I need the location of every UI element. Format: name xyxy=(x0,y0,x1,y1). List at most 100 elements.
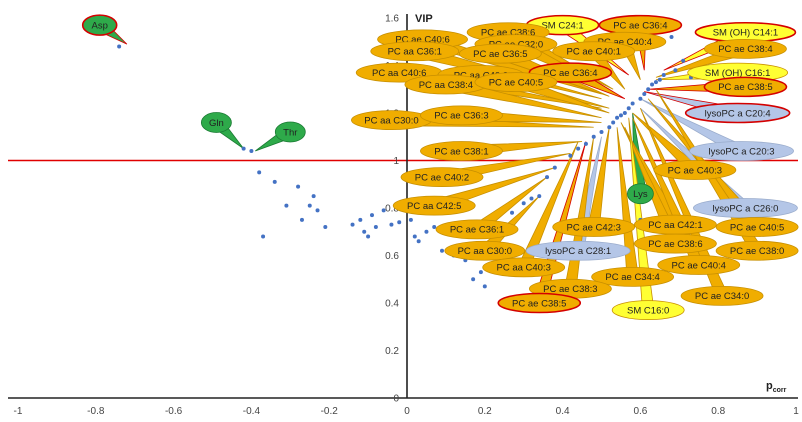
annotation-bubble-shape xyxy=(435,219,519,240)
annotation-label: Asp xyxy=(92,20,108,31)
annotation-label: PC ae C40:5 xyxy=(489,77,543,88)
data-point xyxy=(673,68,678,73)
x-tick-label: 0.4 xyxy=(556,406,570,417)
annotation-bubble: PC aa C36:1 xyxy=(370,41,460,62)
data-point xyxy=(568,153,573,158)
annotation-label: PC ae C38:6 xyxy=(648,239,702,250)
data-point xyxy=(315,208,320,213)
data-point xyxy=(369,213,374,218)
annotation-bubble: lysoPC a C28:1 xyxy=(525,240,631,261)
annotation-label: SM (OH) C16:1 xyxy=(705,68,770,79)
annotation-label: PC aa C40:3 xyxy=(496,263,550,274)
annotation-label: SM (OH) C14:1 xyxy=(713,28,778,39)
data-point xyxy=(482,284,487,289)
data-point xyxy=(521,201,526,206)
annotation-bubble-shape xyxy=(420,105,503,126)
data-point xyxy=(545,175,550,180)
annotation-label: PC ae C38:0 xyxy=(730,246,784,257)
annotation-label: PC ae C38:6 xyxy=(481,28,535,39)
annotation-bubble: PC ae C40:5 xyxy=(715,217,799,237)
data-point xyxy=(366,234,371,239)
data-point xyxy=(657,77,662,82)
annotation-bubble-shape xyxy=(715,217,799,237)
annotation-label: Thr xyxy=(283,127,297,138)
annotation-label: PC ae C40:6 xyxy=(395,35,449,46)
annotation-bubble: PC ae C40:4 xyxy=(657,255,741,275)
data-point xyxy=(432,225,437,229)
annotation-bubble-shape xyxy=(611,300,685,321)
annotation-bubble: PC ae C36:5 xyxy=(458,43,542,64)
annotation-label: PC ae C40:4 xyxy=(672,260,726,271)
y-tick-label: 0.8 xyxy=(385,204,399,215)
annotation-bubble: SM C16:0 xyxy=(611,300,685,321)
data-point xyxy=(611,120,616,125)
data-point xyxy=(358,217,363,222)
x-tick-label: 0.2 xyxy=(478,406,492,417)
y-tick-label: 1 xyxy=(393,156,399,167)
data-point xyxy=(299,217,304,222)
annotation-bubble: PC ae C38:0 xyxy=(715,240,799,261)
y-tick-label: 0.6 xyxy=(385,251,399,262)
data-point xyxy=(583,141,588,146)
annotation-label: PC aa C38:4 xyxy=(419,80,473,91)
annotation-label: SM C16:0 xyxy=(627,305,669,316)
annotation-label: PC ae C36:4 xyxy=(613,20,667,31)
annotation-bubble-shape xyxy=(274,121,306,143)
annotation-bubble: PC ae C34:4 xyxy=(591,266,675,287)
annotation-label: PC aa C40:6 xyxy=(372,68,426,79)
data-point xyxy=(261,234,266,239)
annotation-bubble: PC aa C42:5 xyxy=(392,195,476,216)
y-tick-label: 1.6 xyxy=(385,14,399,25)
annotation-label: PC ae C34:4 xyxy=(605,272,659,283)
annotation-label: lysoPC a C28:1 xyxy=(545,246,611,257)
x-tick-label: -1 xyxy=(14,406,23,417)
annotation-bubble: Lys xyxy=(627,183,654,205)
annotation-bubbles: Asp Gln Thr Lys SM C24:1 PC ae C36:4 SM (OH) C… xyxy=(81,14,799,321)
x-axis-title-main: p xyxy=(766,380,773,392)
annotation-label: PC ae C40:1 xyxy=(567,47,621,58)
data-point xyxy=(284,203,289,208)
annotation-label: PC ae C38:3 xyxy=(543,284,597,295)
data-point xyxy=(650,82,655,87)
y-tick-label: 0 xyxy=(393,394,399,405)
data-point xyxy=(478,270,483,275)
annotation-bubble-shape xyxy=(627,183,654,205)
annotation-bubble-shape xyxy=(684,102,791,124)
data-point xyxy=(552,165,557,170)
annotation-bubble-shape xyxy=(200,112,232,133)
annotation-label: Gln xyxy=(209,118,224,129)
annotation-bubble-shape xyxy=(653,160,737,180)
annotation-bubble: Gln xyxy=(200,112,232,133)
annotation-bubble-shape xyxy=(704,38,787,59)
data-point xyxy=(416,239,421,244)
annotation-bubble-shape xyxy=(634,233,717,254)
annotation-label: PC ae C40:2 xyxy=(415,172,469,183)
data-points xyxy=(117,35,693,289)
annotation-label: PC ae C36:5 xyxy=(473,49,527,60)
data-point xyxy=(241,146,246,151)
data-point xyxy=(389,222,394,227)
annotation-label: SM C24:1 xyxy=(541,20,583,31)
x-tick-label: -0.2 xyxy=(321,406,339,417)
annotation-bubble-shape xyxy=(482,257,566,278)
annotation-label: PC ae C40:3 xyxy=(668,165,722,176)
data-point xyxy=(323,225,328,229)
annotation-bubble-shape xyxy=(703,76,788,98)
annotation-bubble-shape xyxy=(458,43,542,64)
annotation-bubble: PC ae C38:4 xyxy=(704,38,787,59)
data-point xyxy=(576,146,581,151)
data-point xyxy=(381,208,386,213)
annotation-bubble: PC ae C38:6 xyxy=(634,233,717,254)
annotation-bubble-shape xyxy=(444,240,526,261)
data-point xyxy=(653,80,658,85)
annotation-bubble: PC ae C34:0 xyxy=(680,285,764,306)
x-tick-label: -0.8 xyxy=(87,406,105,417)
data-point xyxy=(626,106,631,111)
annotation-label: PC aa C42:5 xyxy=(407,201,461,212)
data-point xyxy=(646,87,651,92)
annotation-bubble-shape xyxy=(420,141,503,161)
data-point xyxy=(529,196,534,201)
annotation-bubble: PC aa C30:0 xyxy=(351,110,432,131)
annotation-label: PC aa C40:2 xyxy=(454,70,508,81)
data-point xyxy=(615,115,620,120)
